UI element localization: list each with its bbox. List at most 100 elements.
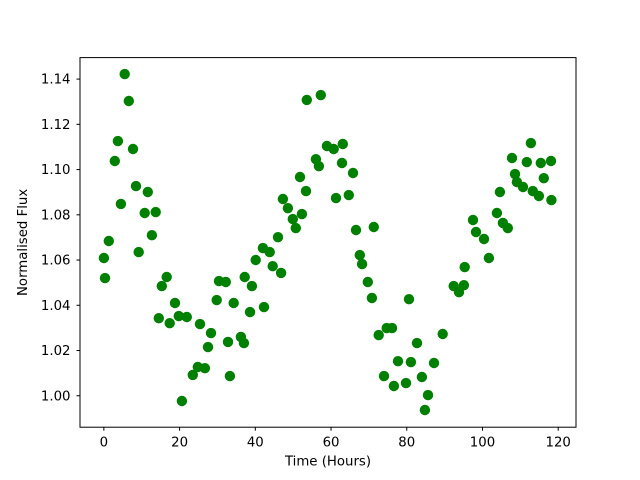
data-point: [470, 226, 482, 238]
data-point: [150, 206, 161, 218]
data-point: [313, 161, 325, 172]
data-point: [366, 292, 378, 304]
data-point: [419, 404, 431, 416]
data-point: [428, 357, 440, 369]
axes-frame: [79, 57, 577, 428]
data-point: [98, 252, 110, 264]
data-point: [422, 389, 434, 401]
data-point: [411, 337, 423, 349]
data-point: [246, 280, 258, 292]
data-point: [187, 369, 198, 381]
data-point: [483, 252, 495, 264]
data-point: [142, 186, 153, 198]
data-point: [546, 194, 557, 206]
data-point: [509, 168, 521, 180]
data-point: [521, 156, 532, 168]
data-point: [378, 370, 390, 382]
data-point: [127, 143, 139, 155]
data-point: [533, 190, 545, 202]
data-point: [502, 222, 513, 234]
data-point: [491, 207, 503, 219]
data-point: [164, 318, 175, 329]
data-point: [337, 138, 348, 150]
data-point: [315, 89, 326, 101]
plot-generated-content: 0 20 40 60 80 100 120 1.00 1.02 1.04 1.06 1.08 1.10 1…: [41, 57, 577, 451]
data-point: [368, 221, 379, 233]
data-point: [525, 137, 537, 149]
data-point: [146, 230, 158, 241]
data-point: [220, 276, 231, 288]
data-point: [506, 152, 518, 164]
data-point: [294, 171, 306, 183]
data-point: [373, 329, 384, 341]
data-point: [350, 224, 362, 236]
data-point: [99, 272, 111, 284]
data-point: [362, 276, 373, 288]
data-point: [130, 180, 142, 192]
y-tick-label: 1.02: [41, 344, 71, 359]
y-tick-label: 1.00: [41, 389, 71, 404]
x-tick-label: 20: [171, 436, 188, 451]
data-point: [258, 301, 270, 313]
data-point: [119, 68, 130, 80]
data-point: [494, 186, 506, 198]
x-tick-label: 0: [100, 436, 108, 451]
data-point: [161, 271, 172, 283]
data-point: [267, 261, 278, 272]
data-point: [388, 380, 400, 392]
data-point: [459, 261, 470, 273]
data-point: [153, 313, 164, 324]
data-point: [156, 280, 167, 292]
data-point: [194, 318, 206, 330]
data-point: [211, 294, 222, 306]
data-point: [275, 267, 287, 279]
data-point: [330, 192, 342, 204]
y-tick-label: 1.04: [41, 299, 71, 314]
data-point: [336, 157, 348, 169]
data-point: [301, 94, 312, 106]
x-axis-label: Time (Hours): [284, 455, 371, 470]
data-point: [328, 143, 339, 155]
y-tick-label: 1.14: [41, 73, 71, 88]
data-point: [205, 327, 217, 339]
data-point: [109, 155, 121, 167]
data-point: [272, 232, 284, 243]
data-point: [133, 246, 144, 258]
data-point: [437, 328, 448, 340]
data-point: [181, 311, 192, 323]
x-tick-label: 40: [247, 436, 264, 451]
data-point: [176, 395, 188, 407]
data-point: [282, 203, 294, 214]
data-point: [517, 181, 529, 193]
data-point: [228, 297, 239, 309]
data-point: [545, 155, 557, 167]
data-point: [386, 322, 398, 334]
data-point: [199, 363, 211, 374]
data-point: [224, 370, 236, 382]
data-point: [112, 135, 124, 147]
data-point: [238, 337, 250, 349]
data-point: [115, 198, 127, 210]
data-point: [405, 356, 417, 368]
y-tick-label: 1.06: [41, 254, 71, 269]
data-point: [458, 280, 470, 291]
data-point: [538, 173, 549, 184]
data-point: [202, 341, 214, 353]
data-point: [354, 249, 365, 261]
data-point: [400, 377, 412, 389]
x-tick-label: 60: [323, 436, 340, 451]
data-point: [478, 233, 490, 245]
data-point: [287, 213, 298, 225]
data-point: [139, 207, 150, 219]
data-point: [250, 254, 261, 266]
data-point: [343, 189, 354, 201]
data-point: [123, 95, 134, 107]
y-axis-label: Normalised Flux: [16, 189, 31, 296]
y-tick-label: 1.08: [41, 208, 71, 223]
data-point: [103, 235, 115, 247]
x-tick-label: 80: [398, 436, 415, 451]
data-point: [264, 246, 275, 258]
data-point: [467, 214, 479, 226]
